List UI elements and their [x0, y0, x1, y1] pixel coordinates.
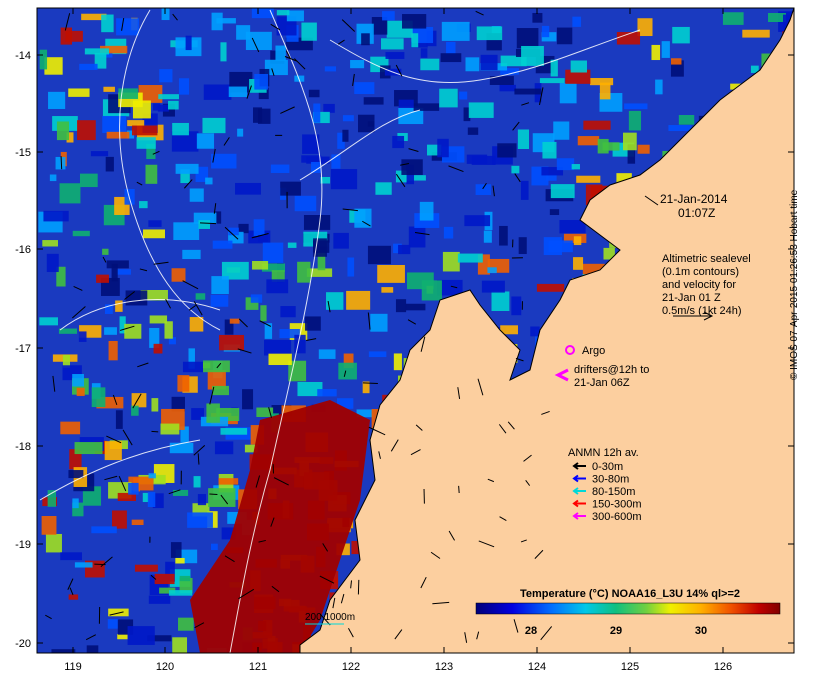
date-line-2: 01:07Z [678, 206, 715, 220]
anmn-label: 0-30m [592, 461, 623, 473]
velocity-scale-arrow [673, 311, 714, 321]
anmn-label: 30-80m [592, 474, 629, 486]
lat-tick-label: -14 [15, 50, 31, 62]
lat-tick-label: -18 [15, 441, 31, 453]
anmn-title: ANMN 12h av. [568, 447, 639, 459]
drifter-marker [554, 368, 569, 382]
drifters-label-1: drifters@12h to [574, 364, 649, 376]
argo-label: Argo [582, 345, 605, 357]
colorbar-tick-29: 29 [610, 625, 622, 637]
land-mass [299, 8, 794, 653]
anmn-label: 150-300m [592, 499, 642, 511]
altimetry-note-2: (0.1m contours) [662, 266, 739, 278]
lat-tick-label: -19 [15, 539, 31, 551]
lon-tick-label: 125 [621, 661, 639, 673]
depth-legend: 200 1000m [305, 612, 355, 623]
drifters-label-2: 21-Jan 06Z [574, 377, 630, 389]
lon-tick-label: 123 [435, 661, 453, 673]
lon-tick-label: 120 [156, 661, 174, 673]
lat-tick-label: -16 [15, 244, 31, 256]
colorbar-title: Temperature (°C) NOAA16_L3U 14% ql>=2 [520, 588, 740, 600]
lon-tick-label: 119 [64, 661, 82, 673]
altimetry-note-4: 21-Jan 01 Z [662, 292, 721, 304]
altimetry-note-1: Altimetric sealevel [662, 253, 751, 265]
colorbar [475, 602, 781, 615]
date-line-1: 21-Jan-2014 [660, 192, 728, 206]
colorbar-tick-30: 30 [695, 625, 707, 637]
anmn-label: 300-600m [592, 511, 642, 523]
colorbar-tick-28: 28 [525, 625, 537, 637]
lon-tick-label: 122 [342, 661, 360, 673]
lon-tick-label: 126 [714, 661, 732, 673]
lat-tick-label: -15 [15, 147, 31, 159]
lat-tick-label: -20 [15, 638, 31, 650]
lon-tick-label: 121 [249, 661, 267, 673]
anmn-label: 80-150m [592, 486, 635, 498]
lat-tick-label: -17 [15, 343, 31, 355]
credit-text: © IMOS 07-Apr-2015 01:26:53 Hobart time [789, 189, 800, 380]
velocity-arrows [45, 10, 553, 643]
lon-tick-label: 124 [528, 661, 546, 673]
plot-frame [36, 7, 795, 654]
altimetry-note-3: and velocity for [662, 279, 736, 291]
argo-marker [565, 345, 575, 355]
axis-ticks: 119 120 121 122 123 124 125 126 -14 -15 -16 -17 -18 -… [15, 8, 794, 673]
altimetry-note-5: 0.5m/s (1kt 24h) [662, 305, 741, 317]
sealevel-contours [39, 9, 641, 653]
